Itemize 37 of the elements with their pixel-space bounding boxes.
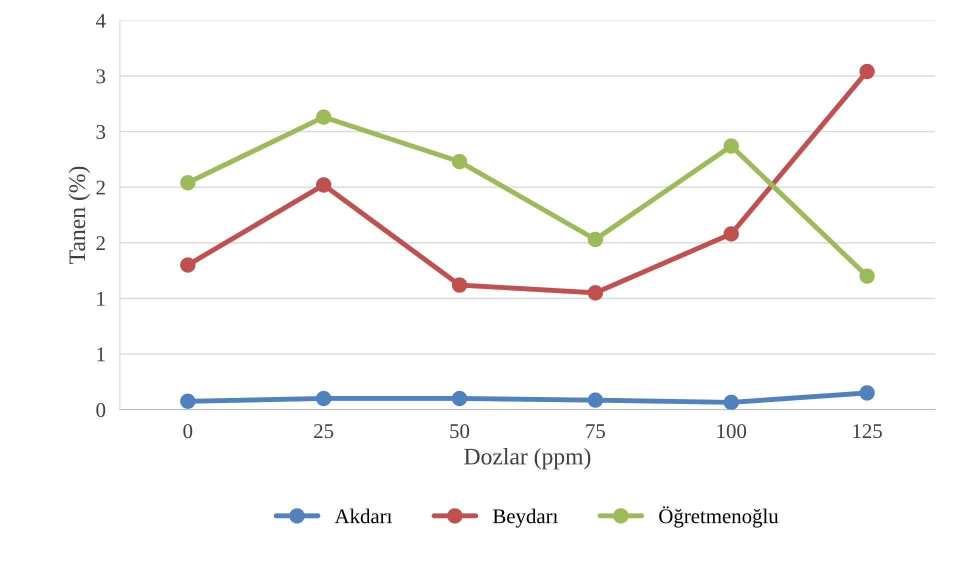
- point: [859, 268, 875, 284]
- point: [724, 394, 739, 410]
- point: [724, 226, 739, 242]
- point: [316, 177, 332, 193]
- y-tick-label: 2: [96, 180, 105, 194]
- y-tick-label: 3: [96, 69, 106, 84]
- point: [859, 385, 875, 401]
- y-tick-label: 0: [96, 402, 106, 418]
- x-tick-label: 25: [314, 424, 334, 438]
- x-tick-label: 100: [717, 424, 746, 438]
- point: [316, 109, 332, 125]
- point: [180, 394, 196, 409]
- point: [180, 175, 196, 190]
- point: [452, 154, 468, 170]
- point: [588, 392, 604, 408]
- x-tick-label: 50: [450, 424, 470, 438]
- legend-label: Beydarı: [492, 508, 558, 528]
- y-tick-label: 2: [96, 236, 105, 250]
- x-axis-title: Dozlar (ppm): [464, 448, 590, 470]
- y-tick-label: 1: [97, 292, 105, 306]
- x-tick-label: 125: [853, 424, 882, 438]
- y-tick-label: 1: [97, 347, 105, 362]
- point: [452, 390, 468, 406]
- point: [859, 64, 875, 80]
- point: [316, 390, 332, 406]
- legend-label: Akdarı: [334, 508, 392, 524]
- y-axis-title: Tanen (%): [68, 166, 90, 264]
- point: [724, 138, 739, 154]
- x-tick-label: 0: [183, 424, 192, 438]
- point: [180, 257, 196, 273]
- point: [588, 232, 604, 248]
- point: [452, 277, 468, 293]
- legend-label: Öğretmenoğlu: [659, 506, 778, 528]
- point: [588, 285, 604, 300]
- y-tick-label: 3: [96, 124, 106, 139]
- x-tick-label: 75: [586, 424, 605, 438]
- y-tick-label: 4: [96, 14, 106, 28]
